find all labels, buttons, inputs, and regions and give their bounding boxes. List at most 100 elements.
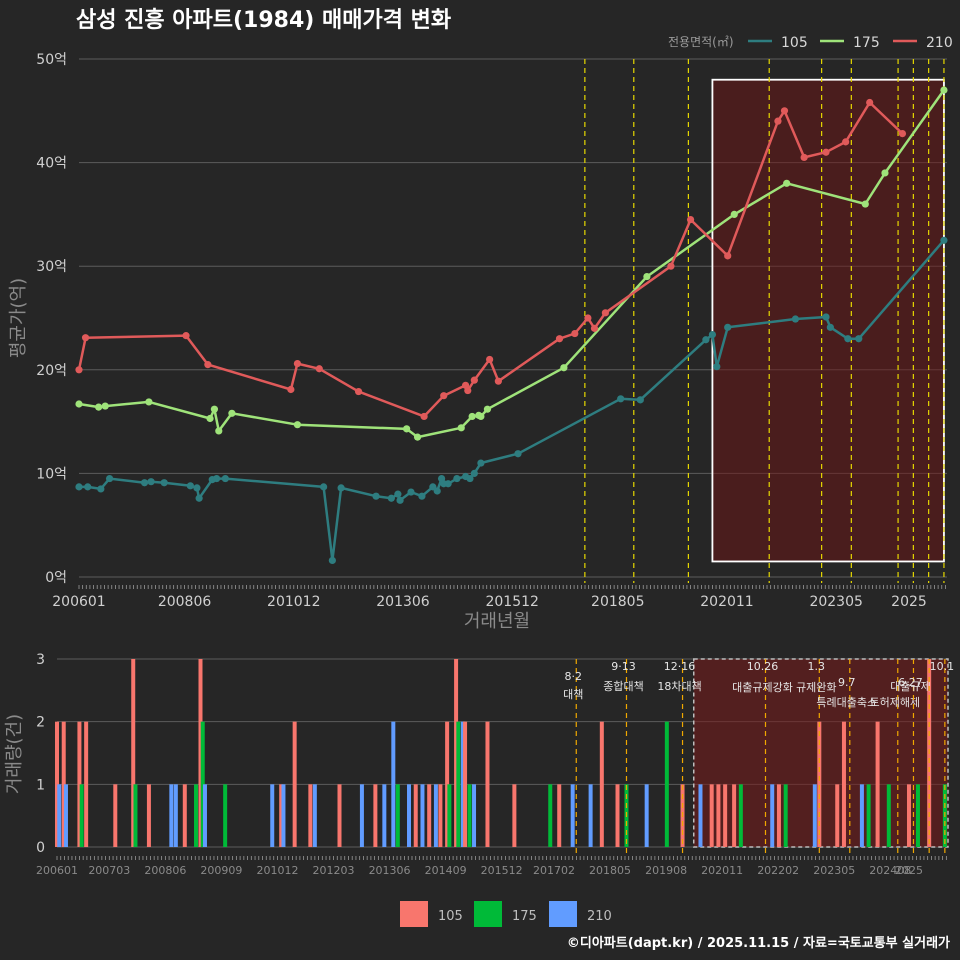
policy-date-label: 9.7 xyxy=(838,676,856,689)
volume-bar-210 xyxy=(812,784,817,847)
data-point-105 xyxy=(140,479,149,487)
volume-bar-105 xyxy=(182,784,187,847)
data-point-105 xyxy=(702,336,710,344)
volume-x-tick-label: 202202 xyxy=(757,864,799,877)
data-point-210 xyxy=(315,365,323,373)
volume-bar-210 xyxy=(407,784,412,847)
volume-bar-105 xyxy=(599,721,604,847)
volume-bar-175 xyxy=(915,784,920,847)
policy-name-label: 특례대출축소 xyxy=(816,696,877,709)
volume-bar-210 xyxy=(270,784,275,847)
data-point-105 xyxy=(394,490,402,498)
data-point-210 xyxy=(494,377,502,385)
data-point-210 xyxy=(898,129,907,138)
volume-x-tick-label: 201908 xyxy=(645,864,687,877)
volume-x-tick-label: 200703 xyxy=(88,864,130,877)
data-point-175 xyxy=(881,169,889,177)
volume-bar-210 xyxy=(472,784,477,847)
data-point-105 xyxy=(337,484,345,492)
volume-bar-175 xyxy=(548,784,553,847)
volume-x-tick-label: 200601 xyxy=(36,864,78,877)
price-y-tick-label: 50억 xyxy=(36,52,67,68)
policy-name-label: 대출규제 xyxy=(890,680,930,693)
data-point-105 xyxy=(724,323,732,331)
data-point-175 xyxy=(145,398,153,406)
data-point-105 xyxy=(396,496,404,504)
policy-date-label: 12·16 xyxy=(664,660,696,673)
bottom-legend: 105 175 210 xyxy=(400,901,612,927)
volume-bar-105 xyxy=(817,721,822,847)
volume-bar-210 xyxy=(770,784,775,847)
volume-bar-105 xyxy=(373,784,378,847)
data-point-105 xyxy=(328,556,336,565)
price-x-tick-label: 200601 xyxy=(52,594,105,610)
data-point-175 xyxy=(643,272,651,281)
volume-bar-105 xyxy=(463,721,468,847)
volume-bar-105 xyxy=(77,721,82,847)
volume-bar-105 xyxy=(732,784,737,847)
volume-bar-175 xyxy=(395,784,400,847)
price-x-tick-label: 202305 xyxy=(809,594,862,610)
volume-policy-lines: 8·2 대책 9·13 종합대책 12·16 18차대책 10.26 대출규제강화 1.3 규제완… xyxy=(563,659,954,857)
price-line-chart: 0억 10억 20억 30억 40억 50억 200601 200806 201012 2013… xyxy=(8,52,948,632)
policy-name-label: 대출규제강화 xyxy=(732,681,793,694)
price-x-tick-label: 200806 xyxy=(158,594,212,610)
data-point-175 xyxy=(228,409,236,417)
data-point-175 xyxy=(861,200,869,208)
data-point-210 xyxy=(555,335,564,343)
volume-bar-175 xyxy=(223,784,228,847)
data-point-210 xyxy=(724,252,732,260)
volume-x-tick-label: 201805 xyxy=(589,864,631,877)
data-point-105 xyxy=(195,494,203,502)
volume-bar-210 xyxy=(570,784,575,847)
volume-bar-175 xyxy=(886,784,891,847)
volume-bar-210 xyxy=(644,784,649,847)
data-point-210 xyxy=(81,334,90,342)
volume-y-tick-label: 1 xyxy=(36,777,45,793)
data-point-105 xyxy=(418,492,426,500)
data-point-175 xyxy=(293,421,302,429)
data-point-210 xyxy=(780,107,789,115)
data-point-105 xyxy=(221,474,229,483)
volume-bar-105 xyxy=(557,784,562,847)
data-point-175 xyxy=(483,405,492,413)
volume-x-tick-label: 201012 xyxy=(256,864,298,877)
volume-x-tick-label: 201512 xyxy=(481,864,523,877)
volume-bar-210 xyxy=(588,784,593,847)
volume-bar-210 xyxy=(57,784,62,847)
data-point-175 xyxy=(101,402,109,410)
volume-axis: 200601 200703 200806 200909 201012 201203 2013… xyxy=(36,856,947,877)
volume-bar-175 xyxy=(447,784,452,847)
data-point-105 xyxy=(617,395,625,403)
volume-x-tick-label: 201306 xyxy=(369,864,411,877)
data-point-210 xyxy=(571,329,579,338)
data-point-210 xyxy=(774,117,782,125)
data-point-105 xyxy=(444,480,452,488)
volume-bar-175 xyxy=(866,784,871,847)
policy-date-label: 10.1 xyxy=(930,660,955,673)
legend-label-105: 105 xyxy=(781,35,808,51)
volume-bar-210 xyxy=(382,784,387,847)
volume-bar-105 xyxy=(292,721,297,847)
policy-date-label: 10.26 xyxy=(747,660,779,673)
policy-date-label: 9·13 xyxy=(611,660,636,673)
volume-bar-175 xyxy=(783,784,788,847)
volume-y-tick-label: 0 xyxy=(36,840,45,856)
data-point-210 xyxy=(420,412,428,421)
volume-bar-105 xyxy=(413,784,418,847)
volume-bar-105 xyxy=(716,784,721,847)
price-y-tick-label: 0억 xyxy=(45,570,67,586)
data-point-175 xyxy=(730,210,738,218)
data-point-105 xyxy=(372,492,380,500)
data-point-210 xyxy=(464,386,472,395)
data-point-210 xyxy=(486,355,494,364)
policy-date-label: 6.27 xyxy=(898,676,923,689)
volume-bar-210 xyxy=(433,784,438,847)
price-x-tick-label: 201805 xyxy=(591,594,644,610)
volume-bar-210 xyxy=(698,784,703,847)
data-point-175 xyxy=(560,364,568,372)
data-point-210 xyxy=(354,387,363,396)
volume-bar-175 xyxy=(738,784,743,847)
legend-swatch-label-175: 175 xyxy=(512,909,537,924)
volume-bar-175 xyxy=(200,721,205,847)
